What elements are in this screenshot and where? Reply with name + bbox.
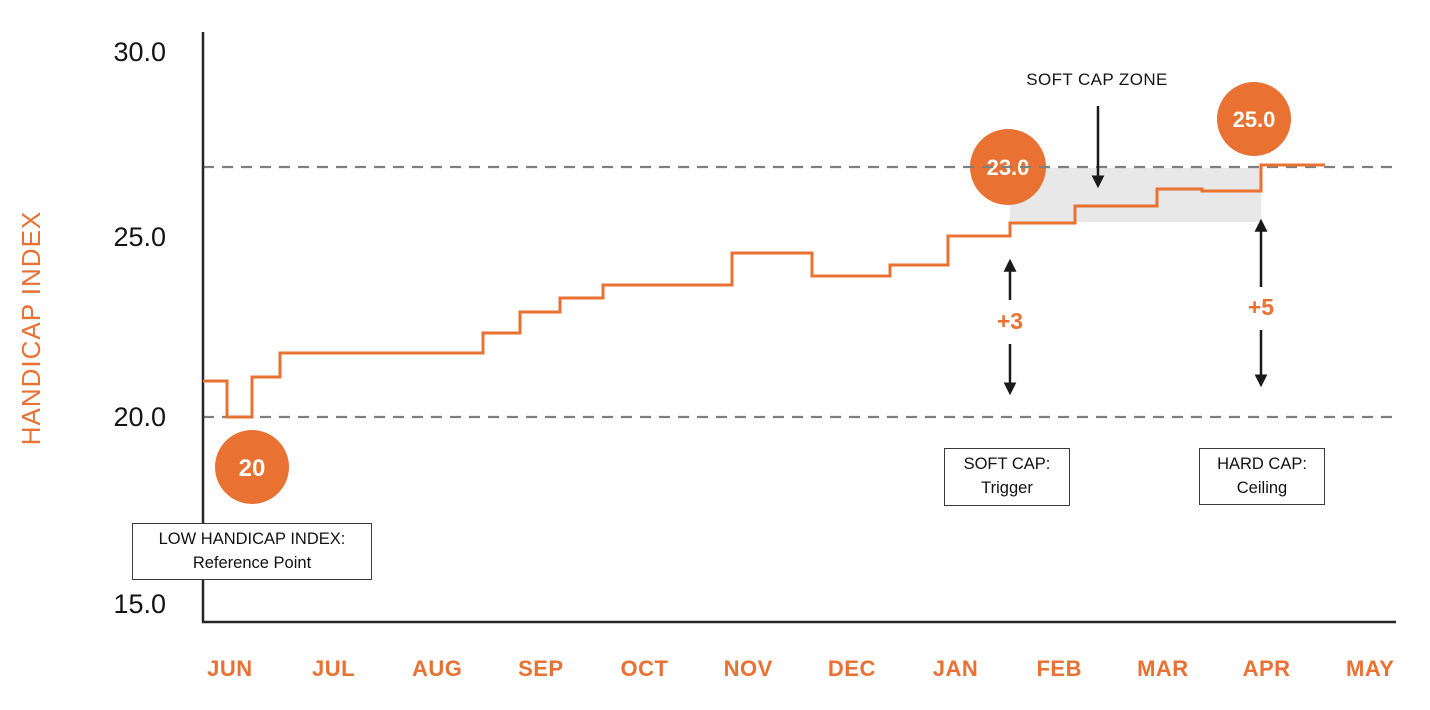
plus3-label: +3 [996, 308, 1024, 334]
low-index-callout-box: LOW HANDICAP INDEX: Reference Point [132, 523, 372, 580]
y-tick-25: 25.0 [113, 222, 166, 252]
soft-cap-zone-band [1010, 168, 1261, 222]
x-axis-month-labels: JUN JUL AUG SEP OCT NOV DEC JAN FEB MAR … [178, 656, 1422, 682]
soft-cap-zone-label: SOFT CAP ZONE [1026, 70, 1168, 89]
x-tick-sep: SEP [518, 656, 564, 681]
soft-cap-callout-box: SOFT CAP: Trigger [944, 448, 1070, 506]
hard-cap-circle-value: 25.0 [1233, 107, 1276, 132]
y-axis-title: HANDICAP INDEX [16, 210, 46, 446]
low-index-callout-title: LOW HANDICAP INDEX: [158, 529, 346, 548]
y-tick-30: 30.0 [113, 37, 166, 67]
y-tick-15: 15.0 [113, 589, 166, 619]
x-tick-jun: JUN [207, 656, 253, 681]
x-tick-apr: APR [1242, 656, 1291, 681]
low-index-circle-value: 20 [239, 455, 266, 482]
hard-cap-circle: 25.0 [1217, 82, 1291, 156]
plus5-label: +5 [1247, 294, 1275, 320]
x-tick-aug: AUG [411, 656, 463, 681]
soft-cap-callout-subtitle: Trigger [981, 479, 1033, 497]
x-tick-oct: OCT [620, 656, 669, 681]
handicap-step-line [203, 163, 1325, 419]
x-tick-nov: NOV [723, 656, 773, 681]
hard-cap-callout-box: HARD CAP: Ceiling [1199, 448, 1325, 505]
x-tick-jan: JAN [932, 656, 979, 681]
x-tick-dec: DEC [827, 656, 876, 681]
low-index-callout-subtitle: Reference Point [192, 553, 312, 572]
soft-cap-callout-title: SOFT CAP: [963, 455, 1051, 474]
x-tick-feb: FEB [1036, 656, 1082, 681]
x-tick-mar: MAR [1137, 656, 1189, 681]
x-tick-may: MAY [1346, 656, 1395, 681]
hard-cap-callout-title: HARD CAP: [1217, 454, 1307, 473]
low-index-circle: 20 [215, 430, 289, 504]
y-tick-20: 20.0 [113, 402, 166, 432]
x-tick-jul: JUL [311, 656, 356, 681]
hard-cap-callout-subtitle: Ceiling [1236, 478, 1288, 497]
